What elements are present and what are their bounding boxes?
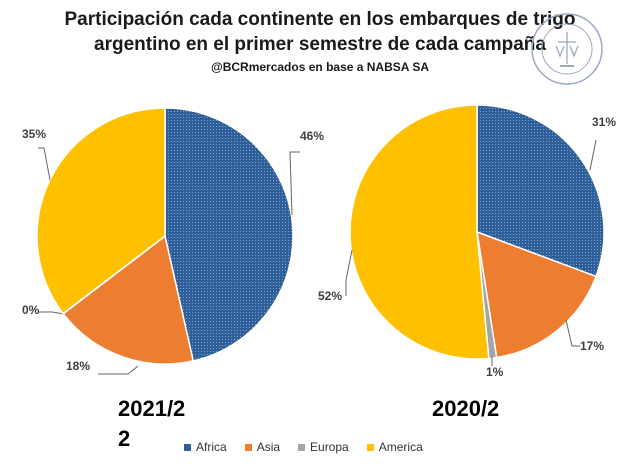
legend-label-asia: Asia: [256, 440, 281, 454]
pie-slice-asia: [62, 234, 195, 365]
leader-line-africa: [289, 151, 300, 216]
pie-slice-africa: [476, 104, 605, 278]
leader-line-america: [345, 249, 353, 296]
legend-item-europa: Europa: [298, 440, 349, 454]
data-label-europa: 0%: [22, 303, 40, 317]
legend-item-america: America: [366, 440, 423, 454]
leader-line-asia: [98, 365, 139, 375]
legend-label-africa: Africa: [196, 440, 227, 454]
data-label-america: 52%: [318, 289, 342, 303]
season-label-2021-22-text: 2021/2 2: [118, 396, 186, 451]
leader-line-europa: [38, 311, 65, 315]
season-label-2020-21: 2020/2: [432, 394, 499, 424]
data-label-asia: 17%: [580, 339, 604, 353]
legend-label-europa: Europa: [310, 440, 349, 454]
pie-slice-asia: [476, 230, 597, 359]
season-label-2020-21-text: 2020/2: [432, 396, 500, 421]
data-label-asia: 18%: [66, 359, 90, 373]
legend-item-africa: Africa: [184, 440, 227, 454]
leader-line-africa: [589, 139, 597, 171]
season-label-2021-22: 2021/2 2: [118, 394, 198, 454]
pie-slice-america: [36, 107, 166, 315]
bolsa-rosario-seal-logo: [531, 13, 603, 85]
legend-swatch-asia: [244, 443, 252, 451]
leader-line-asia: [565, 319, 580, 347]
pie-2021-22: 46% 18% 0% 35%: [22, 107, 324, 375]
legend: Africa Asia Europa America: [184, 440, 423, 454]
legend-label-america: America: [378, 440, 423, 454]
legend-swatch-america: [366, 443, 374, 451]
leader-line-america: [38, 147, 51, 181]
data-label-europa: 1%: [486, 365, 504, 379]
pie-slice-america: [349, 104, 490, 360]
pie-2020-21: 31% 17% 1% 52%: [318, 104, 616, 379]
legend-swatch-africa: [184, 443, 191, 451]
data-label-america: 35%: [22, 127, 46, 141]
chart-subtitle: @BCRmercados en base a NABSA SA: [211, 60, 429, 74]
legend-swatch-europa: [298, 443, 306, 451]
data-label-africa: 46%: [300, 129, 324, 143]
data-label-africa: 31%: [592, 115, 616, 129]
chart-title-line-2: argentino en el primer semestre de cada …: [94, 34, 546, 55]
chart-title-line-1: Participación cada continente en los emb…: [64, 9, 576, 30]
pie-slice-africa: [164, 107, 294, 362]
legend-item-asia: Asia: [244, 440, 281, 454]
